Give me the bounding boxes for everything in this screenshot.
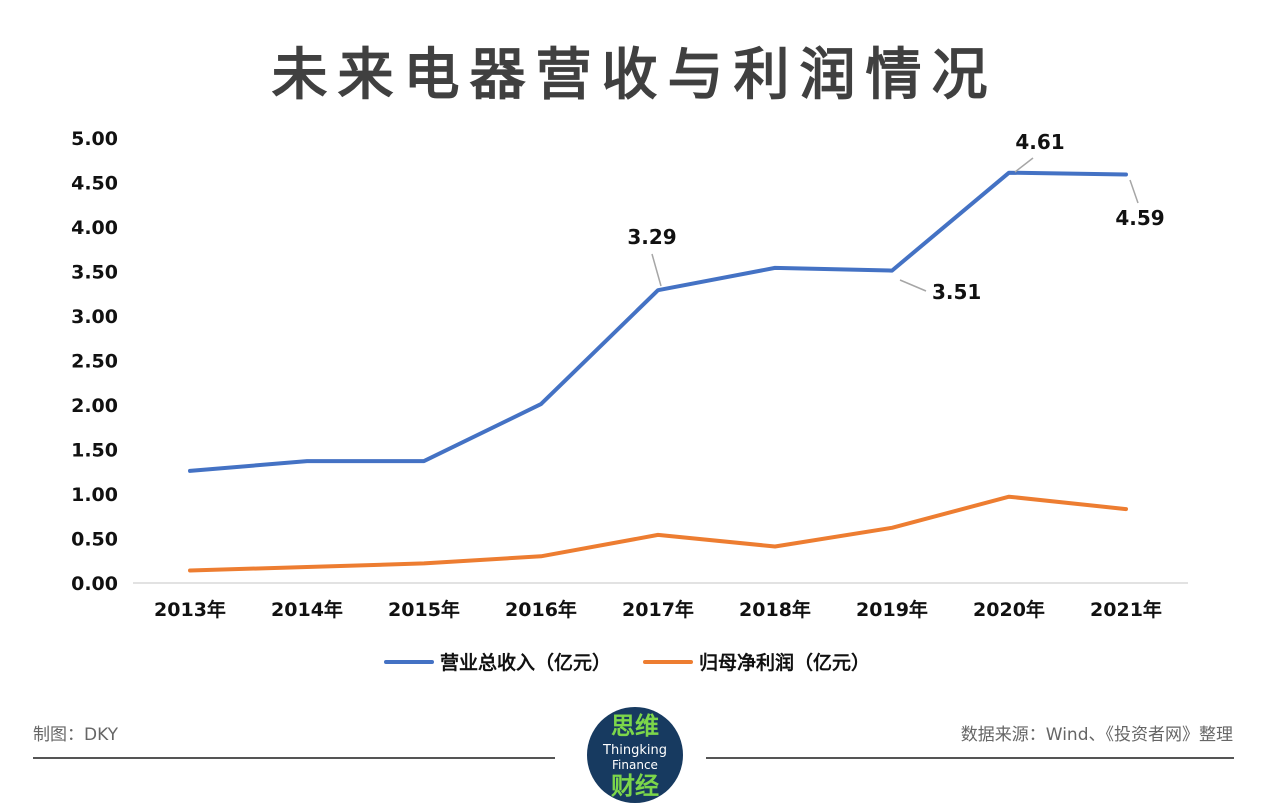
chart-credit: 制图：DKY xyxy=(33,725,119,745)
data-label-leader xyxy=(1014,157,1034,173)
logo-text-en1: Thingking xyxy=(603,743,667,758)
x-tick-label: 2019年 xyxy=(856,598,928,621)
y-tick-label: 0.50 xyxy=(71,529,118,551)
y-tick-label: 3.00 xyxy=(71,306,118,328)
data-source: 数据来源：Wind、《投资者网》整理 xyxy=(960,725,1233,745)
y-tick-label: 1.50 xyxy=(71,440,118,462)
footer-divider-left xyxy=(33,757,555,759)
y-tick-label: 2.50 xyxy=(71,351,118,373)
series-line-2 xyxy=(188,494,1128,573)
logo-text-top: 思维 xyxy=(611,712,659,740)
series-lines xyxy=(188,170,1128,573)
data-label: 3.51 xyxy=(932,280,981,304)
y-tick-label: 4.00 xyxy=(71,217,118,239)
x-tick-label: 2021年 xyxy=(1090,598,1162,621)
x-tick-label: 2017年 xyxy=(622,598,694,621)
legend-label: 归母净利润（亿元） xyxy=(699,651,870,674)
data-label-leader xyxy=(1129,179,1139,204)
footer-divider-right xyxy=(706,757,1234,759)
y-axis-ticks: 0.00 0.50 1.00 1.50 2.00 2.50 3.00 3.50 4.00 4.50… xyxy=(71,128,118,595)
x-tick-label: 2015年 xyxy=(388,598,460,621)
y-tick-label: 4.50 xyxy=(71,173,118,195)
legend: 营业总收入（亿元） 归母净利润（亿元） xyxy=(384,651,870,674)
legend-label: 营业总收入（亿元） xyxy=(440,651,611,674)
y-tick-label: 1.00 xyxy=(71,484,118,506)
y-tick-label: 5.00 xyxy=(71,128,118,150)
x-tick-label: 2020年 xyxy=(973,598,1045,621)
x-tick-label: 2014年 xyxy=(271,598,343,621)
y-tick-label: 3.50 xyxy=(71,262,118,284)
y-tick-label: 0.00 xyxy=(71,573,118,595)
line-chart: 0.00 0.50 1.00 1.50 2.00 2.50 3.00 3.50 4.00 4.50… xyxy=(71,128,1188,674)
logo-text-bottom: 财经 xyxy=(611,772,659,800)
chart-title: 未来电器营收与利润情况 xyxy=(271,43,998,108)
brand-logo: 思维 Thingking Finance 财经 xyxy=(587,707,683,803)
x-tick-label: 2016年 xyxy=(505,598,577,621)
data-label: 4.59 xyxy=(1115,206,1164,230)
x-axis-ticks: 2013年 2014年 2015年 2016年 2017年 2018年 2019年 2020年… xyxy=(154,598,1162,621)
data-label: 3.29 xyxy=(627,225,676,249)
data-labels: 3.29 3.51 4.61 4.59 xyxy=(627,130,1164,304)
x-tick-label: 2013年 xyxy=(154,598,226,621)
data-label: 4.61 xyxy=(1015,130,1064,154)
series-line-1 xyxy=(188,170,1128,473)
data-label-leader xyxy=(651,253,662,287)
logo-text-en2: Finance xyxy=(612,758,658,772)
x-tick-label: 2018年 xyxy=(739,598,811,621)
data-label-leader xyxy=(899,279,927,292)
y-tick-label: 2.00 xyxy=(71,395,118,417)
